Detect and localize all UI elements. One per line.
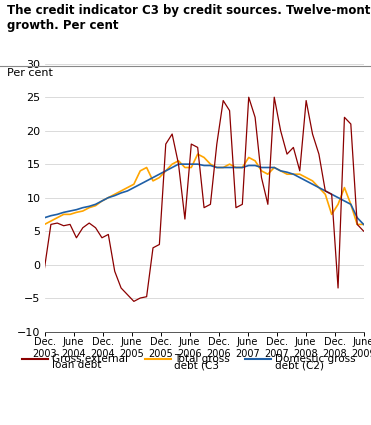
Text: Per cent: Per cent xyxy=(7,68,53,78)
Text: debt (C3: debt (C3 xyxy=(174,360,219,371)
Text: Domestic gross: Domestic gross xyxy=(275,354,355,364)
Text: loan debt: loan debt xyxy=(52,360,101,371)
Text: Gross external: Gross external xyxy=(52,354,128,364)
Text: debt (C2): debt (C2) xyxy=(275,360,324,371)
Text: The credit indicator C3 by credit sources. Twelve-month
growth. Per cent: The credit indicator C3 by credit source… xyxy=(7,4,371,32)
Text: Total gross: Total gross xyxy=(174,354,230,364)
